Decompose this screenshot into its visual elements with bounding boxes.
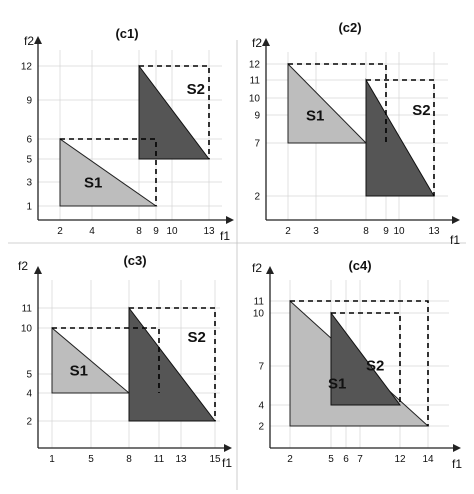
x-tick-label: 14 xyxy=(422,454,434,465)
x-tick-label: 13 xyxy=(203,226,215,237)
dashed-boundary xyxy=(129,307,216,421)
s1-region xyxy=(287,62,368,144)
s1-label: S1 xyxy=(328,375,346,392)
x-tick-label: 13 xyxy=(175,454,187,465)
s2-region xyxy=(365,78,435,197)
y-tick-label: 4 xyxy=(26,389,32,400)
x-tick-label: 5 xyxy=(328,454,334,465)
s2-region xyxy=(128,306,217,422)
x-tick-label: 8 xyxy=(363,226,369,237)
dashed-boundary xyxy=(290,300,429,426)
x-tick-label: 10 xyxy=(166,226,178,237)
s2-label: S2 xyxy=(366,357,384,374)
x-tick-label: 6 xyxy=(343,454,349,465)
x-tick-label: 2 xyxy=(285,226,291,237)
x-tick-label: 9 xyxy=(153,226,159,237)
s2-region xyxy=(138,64,211,160)
x-tick-label: 8 xyxy=(126,454,132,465)
y-axis-arrow xyxy=(262,38,270,46)
x-tick-label: 10 xyxy=(393,226,405,237)
y-tick-label: 1 xyxy=(26,202,32,213)
s1-label: S1 xyxy=(306,108,324,125)
x-tick-label: 11 xyxy=(154,454,165,465)
x-tick-label: 2 xyxy=(57,226,63,237)
s1-region xyxy=(59,138,158,207)
x-tick-label: 15 xyxy=(209,454,221,465)
x-tick-label: 7 xyxy=(357,454,363,465)
y-tick-label: 5 xyxy=(26,370,32,381)
y-axis-label: f2 xyxy=(252,261,262,275)
y-axis-label: f2 xyxy=(18,259,28,273)
x-tick-label: 5 xyxy=(88,454,94,465)
y-tick-label: 2 xyxy=(258,422,264,433)
s2-label: S2 xyxy=(187,329,205,346)
s2-label: S2 xyxy=(187,81,205,98)
y-tick-label: 4 xyxy=(258,401,264,412)
x-axis-label: f1 xyxy=(450,233,460,247)
panel-c2: (c2) f2 f1 2 3 8 9 10 13 2 7 9 10 11 12 S1 S2 xyxy=(249,20,460,247)
y-tick-label: 2 xyxy=(254,192,260,203)
x-tick-label: 9 xyxy=(383,226,389,237)
panel-title: (c4) xyxy=(348,258,371,273)
y-tick-label: 12 xyxy=(249,60,261,71)
x-axis-label: f1 xyxy=(222,456,232,470)
y-tick-label: 10 xyxy=(253,309,265,320)
panel-title: (c1) xyxy=(115,26,138,41)
x-tick-label: 12 xyxy=(394,454,406,465)
x-axis-label: f1 xyxy=(452,457,462,471)
y-tick-label: 10 xyxy=(249,94,261,105)
x-axis-arrow xyxy=(226,216,234,224)
dashed-boundary xyxy=(60,138,157,206)
panel-title: (c2) xyxy=(338,20,361,35)
y-tick-label: 3 xyxy=(26,178,32,189)
x-axis-arrow xyxy=(453,444,461,452)
y-axis-arrow xyxy=(34,36,42,44)
x-tick-label: 1 xyxy=(49,454,55,465)
y-axis-arrow xyxy=(34,266,42,274)
x-tick-label: 2 xyxy=(287,454,293,465)
y-tick-label: 7 xyxy=(254,139,260,150)
y-tick-label: 11 xyxy=(254,297,265,308)
y-tick-label: 11 xyxy=(250,76,261,87)
y-tick-label: 11 xyxy=(22,304,33,315)
y-tick-label: 12 xyxy=(21,62,33,73)
x-tick-label: 4 xyxy=(89,226,95,237)
y-tick-label: 7 xyxy=(258,362,264,373)
x-axis-arrow xyxy=(452,216,460,224)
x-tick-label: 3 xyxy=(313,226,319,237)
panel-plot: 2 3 8 9 10 13 2 7 9 10 11 12 xyxy=(249,38,460,237)
y-tick-label: 6 xyxy=(26,135,32,146)
x-axis-arrow xyxy=(224,444,232,452)
dashed-boundary xyxy=(366,79,435,196)
s1-region xyxy=(51,326,131,394)
s2-label: S2 xyxy=(412,102,430,119)
x-tick-label: 8 xyxy=(136,226,142,237)
y-tick-label: 2 xyxy=(26,417,32,428)
dashed-boundary xyxy=(331,312,401,405)
y-tick-label: 9 xyxy=(254,111,260,122)
y-tick-label: 5 xyxy=(26,155,32,166)
y-tick-label: 10 xyxy=(21,324,33,335)
y-axis-label: f2 xyxy=(252,36,262,50)
y-axis-arrow xyxy=(266,266,274,274)
s1-label: S1 xyxy=(70,362,88,379)
x-axis-label: f1 xyxy=(220,229,230,243)
s2-region xyxy=(330,311,401,406)
y-axis-label: f2 xyxy=(24,34,34,48)
x-tick-label: 13 xyxy=(428,226,440,237)
panel-title: (c3) xyxy=(123,253,146,268)
s1-label: S1 xyxy=(84,175,102,192)
y-tick-label: 9 xyxy=(26,96,32,107)
